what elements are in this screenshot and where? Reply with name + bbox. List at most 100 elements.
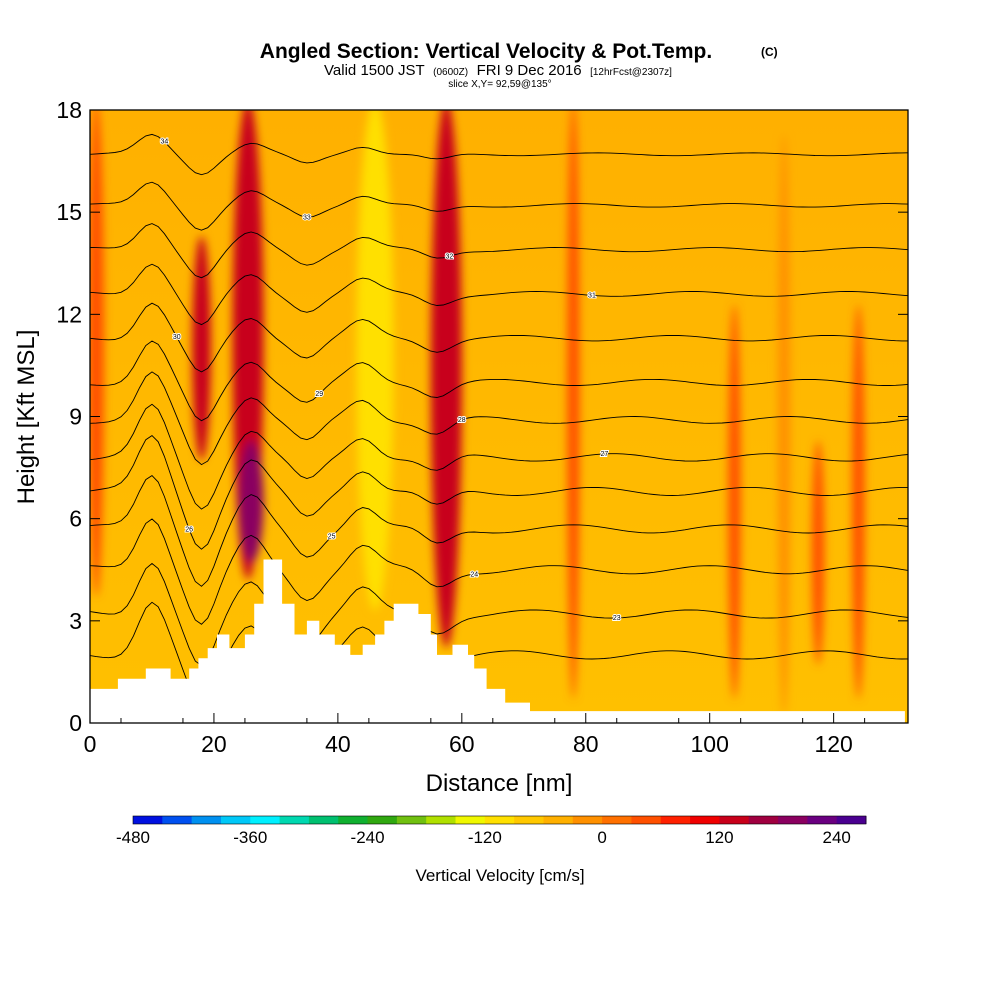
colorbar-tick-label: 120	[705, 828, 733, 847]
velocity-bands	[90, 110, 865, 716]
x-tick-label: 20	[201, 731, 227, 757]
x-axis: 0 20 40 60 80 100 120	[84, 713, 866, 757]
valid-prefix: Valid 1500 JST	[324, 62, 425, 79]
colorbar: -480 -360 -240 -120 0 120 240 Vertical Velocit…	[116, 815, 867, 885]
colorbar-cell	[220, 816, 251, 824]
colorbar-cell	[133, 816, 163, 824]
velocity-band	[430, 110, 462, 648]
theta-contour	[90, 223, 908, 279]
chart-header: Angled Section: Vertical Velocity & Pot.…	[260, 40, 778, 90]
velocity-band	[238, 440, 264, 563]
colorbar-cell	[631, 816, 662, 824]
colorbar-cell	[807, 816, 838, 824]
x-axis-title: Distance [nm]	[426, 770, 573, 797]
velocity-band	[567, 110, 580, 699]
velocity-band	[192, 236, 211, 461]
x-tick-label: 40	[325, 731, 351, 757]
y-axis: 0 3 6 9 12 15 18	[56, 97, 908, 736]
valid-fcst: [12hrFcst@2307z]	[590, 67, 672, 78]
colorbar-cell	[572, 816, 603, 824]
theta-contour-label: 31	[588, 292, 596, 299]
colorbar-cell	[602, 816, 632, 824]
y-axis-title: Height [Kft MSL]	[13, 330, 40, 505]
colorbar-ticks: -480 -360 -240 -120 0 120 240	[116, 828, 851, 847]
colorbar-cell	[778, 816, 808, 824]
y-tick-label: 9	[69, 404, 82, 430]
colorbar-cell	[719, 816, 750, 824]
colorbar-cell	[250, 816, 281, 824]
colorbar-tick-label: 0	[597, 828, 606, 847]
theta-contour	[90, 562, 908, 667]
velocity-band	[728, 304, 741, 699]
valid-zulu: (0600Z)	[433, 67, 468, 78]
theta-contour-label: 26	[185, 527, 193, 534]
theta-contour-label: 30	[173, 334, 181, 341]
colorbar-cell	[690, 816, 720, 824]
colorbar-cell	[367, 816, 398, 824]
colorbar-cell	[484, 816, 515, 824]
theta-contour	[90, 518, 908, 625]
colorbar-tick-label: -360	[233, 828, 267, 847]
y-tick-label: 6	[69, 506, 82, 532]
colorbar-cell	[308, 816, 339, 824]
chart-title: Angled Section: Vertical Velocity & Pot.…	[260, 40, 712, 63]
x-tick-label: 80	[573, 731, 599, 757]
theta-contour-label: 34	[160, 139, 168, 146]
theta-contour-label: 23	[613, 615, 621, 622]
theta-contour-label: 24	[470, 571, 478, 578]
slice-label: slice X,Y= 92,59@135°	[448, 79, 551, 90]
theta-contour-label: 28	[458, 417, 466, 424]
colorbar-cell	[455, 816, 486, 824]
colorbar-title: Vertical Velocity [cm/s]	[415, 866, 584, 885]
theta-contour	[90, 340, 908, 422]
colorbar-tick-label: -240	[351, 828, 385, 847]
theta-contour	[90, 435, 908, 550]
chart-title-tag: (C)	[761, 45, 778, 59]
colorbar-cells	[132, 815, 867, 825]
colorbar-cell	[836, 816, 867, 824]
colorbar-cell	[748, 816, 779, 824]
colorbar-cell	[191, 816, 222, 824]
colorbar-tick-label: -120	[468, 828, 502, 847]
colorbar-cell	[162, 816, 193, 824]
colorbar-cell	[338, 816, 369, 824]
velocity-band	[852, 304, 865, 699]
theta-contour	[90, 133, 908, 176]
velocity-band	[811, 440, 825, 665]
colorbar-cell	[396, 816, 427, 824]
theta-contour-label: 29	[315, 391, 323, 398]
plot-area: 34333231302928272625242322 0204060801001…	[13, 97, 909, 797]
theta-contour	[90, 181, 908, 231]
theta-contour	[90, 263, 908, 326]
colorbar-frame	[132, 815, 867, 825]
y-tick-label: 12	[56, 301, 82, 327]
theta-contour	[90, 302, 908, 373]
velocity-band	[90, 110, 104, 597]
theta-contour	[90, 475, 908, 587]
plot-background	[90, 110, 908, 723]
velocity-band	[777, 134, 791, 716]
terrain	[90, 559, 905, 723]
y-tick-label: 0	[69, 710, 82, 736]
colorbar-cell	[426, 816, 457, 824]
x-tick-label: 0	[84, 731, 97, 757]
x-tick-label: 60	[449, 731, 475, 757]
colorbar-tick-label: -480	[116, 828, 150, 847]
x-tick-label: 120	[814, 731, 852, 757]
theta-contour-label: 33	[303, 214, 311, 221]
y-tick-label: 15	[56, 199, 82, 225]
theta-contour	[90, 371, 908, 466]
x-tick-label: 100	[691, 731, 729, 757]
theta-contour-label: 27	[600, 451, 608, 458]
theta-contour	[90, 403, 908, 510]
theta-contours: 34333231302928272625242322	[90, 133, 908, 710]
velocity-band	[356, 110, 394, 611]
colorbar-tick-label: 240	[822, 828, 850, 847]
valid-time-line: Valid 1500 JST (0600Z) FRI 9 Dec 2016 [1…	[324, 62, 672, 79]
colorbar-cell	[279, 816, 310, 824]
colorbar-cell	[660, 816, 691, 824]
y-tick-label: 18	[56, 97, 82, 123]
theta-contour-label: 32	[446, 253, 454, 260]
theta-contour-label: 25	[328, 533, 336, 540]
